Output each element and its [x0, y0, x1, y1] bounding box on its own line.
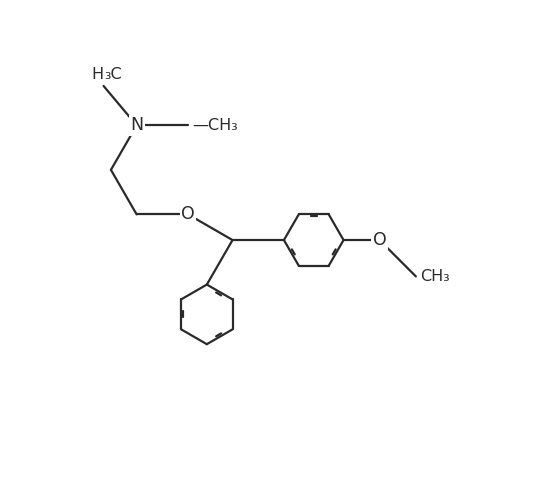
- Text: O: O: [373, 231, 387, 249]
- Text: CH₃: CH₃: [420, 269, 449, 284]
- Text: H: H: [91, 67, 103, 82]
- Text: N: N: [130, 116, 143, 134]
- Text: —CH₃: —CH₃: [192, 118, 238, 133]
- Text: O: O: [181, 205, 195, 223]
- Text: ₃C: ₃C: [104, 67, 122, 82]
